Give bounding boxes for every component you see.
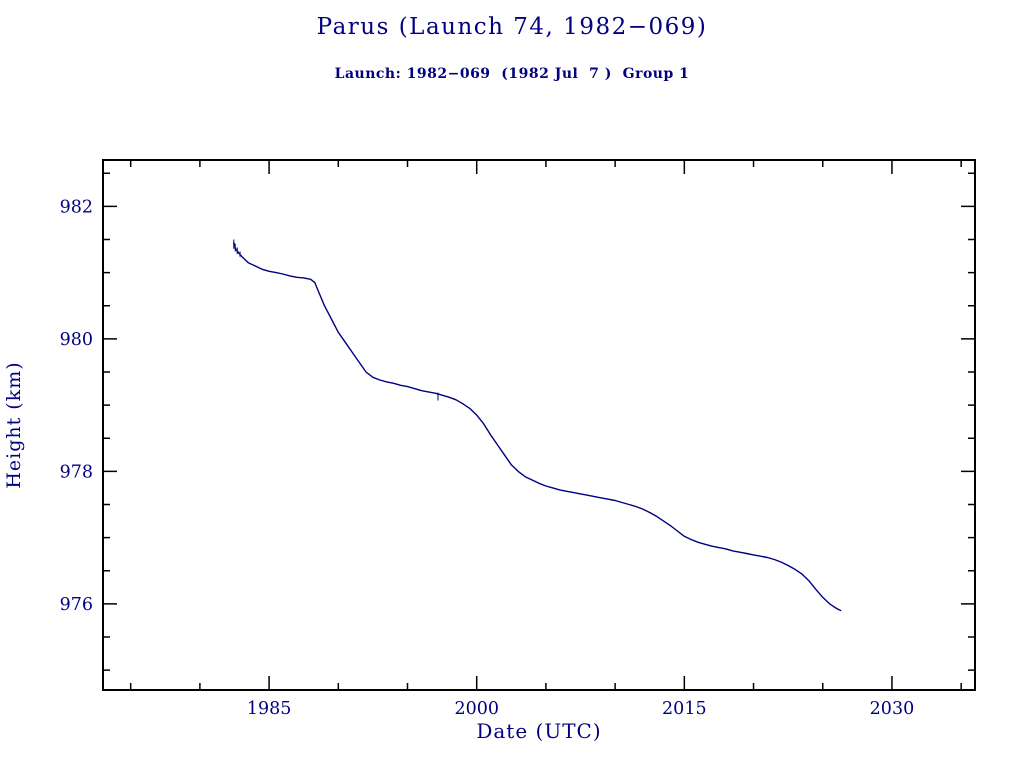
x-tick-label: 1985 [247,699,292,719]
x-tick-label: 2000 [454,699,499,719]
plot-frame [102,159,976,691]
data-line [233,242,842,612]
x-tick-label: 2030 [870,699,915,719]
y-tick-label: 980 [60,330,93,350]
y-tick-label: 982 [60,197,93,217]
y-tick-label: 976 [60,595,93,615]
y-tick-label: 978 [60,462,93,482]
x-tick-label: 2015 [662,699,707,719]
x-axis-label: Date (UTC) [476,719,601,743]
chart-subtitle: Launch: 1982−069 (1982 Jul 7 ) Group 1 [334,66,690,82]
y-axis-label: Height (km) [3,361,25,488]
chart-title: Parus (Launch 74, 1982−069) [316,14,708,40]
